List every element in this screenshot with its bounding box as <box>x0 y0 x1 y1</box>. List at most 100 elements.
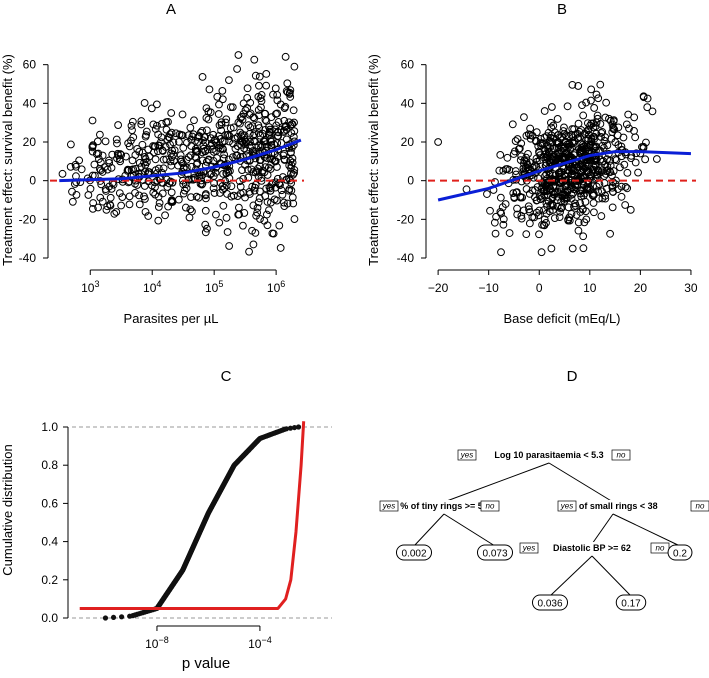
panel-a-point <box>112 208 121 216</box>
panel-b-point <box>623 168 632 177</box>
panel-a-point <box>182 155 191 164</box>
panel-b-point <box>513 204 521 213</box>
panel-b-point <box>570 202 578 211</box>
panel-b-point <box>630 113 639 122</box>
panel-a-point <box>268 229 277 238</box>
panel-a-point <box>222 169 231 178</box>
tree-leaf-value: 0.17 <box>621 599 641 610</box>
panel-a-point <box>154 216 163 225</box>
panel-b-xtick-label: −20 <box>428 281 449 295</box>
panel-b-point <box>524 149 532 158</box>
panel-a-ytick-label: 0 <box>29 174 36 188</box>
panel-a-point <box>218 86 227 95</box>
panel-a-point <box>205 85 214 94</box>
panel-a-point <box>266 187 275 195</box>
panel-a-point <box>202 104 211 112</box>
panel-c-point <box>295 424 302 430</box>
panel-a-point <box>236 114 245 122</box>
tree-node-diastolic-bp-yes-label: yes <box>522 544 535 553</box>
panel-a-point <box>244 121 253 130</box>
panel-b-point <box>568 80 577 89</box>
panel-a-point <box>261 116 270 124</box>
panel-b-point <box>608 171 616 180</box>
tree-node-root-yes-label: yes <box>460 451 473 460</box>
panel-a-point <box>140 182 149 190</box>
tree-node-diastolic-bp-bg <box>550 542 634 555</box>
panel-a-point <box>181 203 190 212</box>
panel-b-point <box>616 163 624 172</box>
panel-a-point <box>244 165 252 174</box>
panel-b-point <box>535 206 544 215</box>
panel-c-ytick-label: 1.0 <box>41 420 58 434</box>
tree-node-diastolic-bp-label: Diastolic BP >= 62 <box>553 543 631 553</box>
panel-a-ytick-label: -40 <box>19 251 37 265</box>
tree-leaf-box <box>667 544 693 561</box>
panel-a-point <box>243 84 252 93</box>
panel-b-point <box>642 138 650 147</box>
panel-a-point <box>219 154 228 163</box>
panel-a-point <box>256 215 264 223</box>
panel-c-ylabel: Cumulative distribution <box>0 444 15 576</box>
panel-a-point <box>254 121 263 130</box>
tree-node-root-bg <box>491 449 607 462</box>
panel-b-point <box>617 192 626 201</box>
panel-a-point <box>206 170 215 179</box>
panel-a-point <box>289 106 298 115</box>
panel-a-point <box>198 179 207 188</box>
panel-b-point <box>579 244 588 253</box>
panel-a-point <box>281 52 290 61</box>
panel-a-point <box>141 207 150 216</box>
panel-a-point <box>225 242 234 250</box>
panel-a-point <box>245 247 253 256</box>
panel-a-point <box>68 197 77 206</box>
panel-a-point <box>112 135 121 144</box>
panel-a-point <box>273 96 282 105</box>
panel-a-point <box>149 188 158 197</box>
panel-a-point <box>246 144 255 152</box>
tree-node-tiny-rings-no-label: no <box>486 502 495 511</box>
panel-b-point <box>499 166 508 175</box>
panel-a-point <box>273 91 282 99</box>
panel-c: p value Cumulative distribution 0.0 0.2 0.… <box>0 420 332 672</box>
panel-a-point <box>95 155 103 163</box>
panel-b-point <box>609 167 618 175</box>
panel-a-point <box>151 166 160 175</box>
panel-a-point <box>237 112 246 121</box>
tree-edge <box>612 513 681 547</box>
panel-a-point <box>230 134 239 143</box>
panel-a-point <box>282 135 291 144</box>
panel-a-point <box>241 193 249 202</box>
panel-a-point <box>206 108 215 117</box>
panel-a-point <box>285 186 293 195</box>
panel-b-point <box>544 145 553 153</box>
panel-a-point <box>233 142 242 151</box>
panel-b-point <box>578 146 587 155</box>
panel-a-point <box>166 157 175 166</box>
panel-a-point <box>216 134 225 143</box>
panel-a-point <box>117 201 126 210</box>
panel-a-point <box>287 148 295 157</box>
panel-b-point <box>601 160 610 169</box>
panel-a-point <box>207 169 216 178</box>
panel-b-point <box>620 160 629 169</box>
panel-b-point <box>602 184 611 193</box>
panel-b-point <box>569 185 578 194</box>
panel-b-point <box>587 85 596 94</box>
panel-c-point <box>291 424 298 431</box>
panel-a-point <box>191 152 200 161</box>
panel-a-point <box>287 164 295 173</box>
panel-a-point <box>245 129 254 138</box>
panel-b-point <box>537 191 546 200</box>
panel-a-point <box>279 128 288 136</box>
panel-b-point <box>546 133 555 142</box>
panel-a-point <box>260 168 269 177</box>
panel-a-point <box>155 141 164 150</box>
panel-a-point <box>227 182 236 191</box>
panel-a-point <box>141 195 149 203</box>
panel-b-point <box>592 118 601 127</box>
panel-c-ytick-label: 0.8 <box>41 458 58 472</box>
panel-a-point <box>215 218 224 227</box>
panel-a-point <box>167 161 176 170</box>
panel-a-point <box>209 157 218 165</box>
panel-b-point <box>517 152 526 161</box>
